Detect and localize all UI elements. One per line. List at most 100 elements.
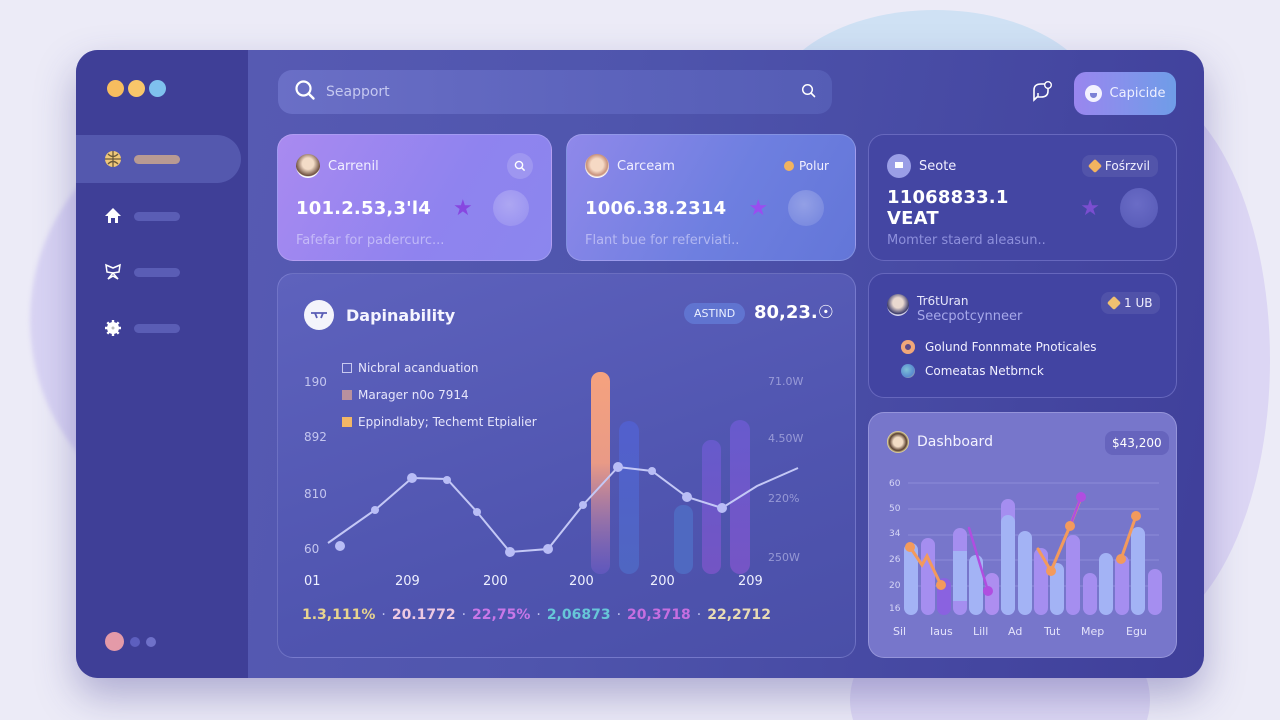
y-axis-label: 26: [889, 555, 901, 565]
summary-value: 22,2712: [707, 607, 772, 623]
page-dot[interactable]: [130, 636, 140, 647]
y-axis-label: 60: [889, 479, 901, 489]
sidebar-item-settings[interactable]: [76, 304, 241, 352]
summary-value: 1.3,111%: [302, 607, 376, 623]
stat-value: 1006.38.2314: [585, 197, 727, 219]
y-axis-right-label: 220%: [768, 492, 800, 505]
legend-swatch: [342, 362, 352, 373]
app-window: Seapport Capicide Carrenil 101.2.53,3'l4…: [76, 50, 1204, 678]
separator: ·: [461, 607, 467, 623]
sidebar-item-globe[interactable]: [76, 135, 241, 183]
badge-label: Polur: [798, 159, 829, 173]
star-icon[interactable]: ★: [453, 195, 473, 221]
line-bar-chart: [327, 372, 799, 574]
legend-item[interactable]: Nicbral acanduation: [342, 354, 537, 381]
y-axis-label: 892: [304, 430, 327, 444]
separator: ·: [536, 607, 541, 623]
search-icon[interactable]: [507, 153, 533, 179]
sidebar-item-butterfly[interactable]: [76, 248, 241, 296]
x-axis-label: Ad: [1008, 625, 1023, 638]
notification-icon[interactable]: [1030, 80, 1054, 104]
separator: ·: [616, 607, 622, 623]
chart-summary: 1.3,111% · 20.1772 · 22,75% · 2,06873 · …: [302, 607, 771, 623]
x-axis-label: 01: [304, 574, 321, 589]
search-input[interactable]: Seapport: [326, 84, 390, 100]
x-axis-label: 209: [395, 574, 420, 589]
stat-value: 11068833.1 VEAT: [887, 187, 1009, 229]
badge-label: 1 UB: [1124, 296, 1153, 310]
y-axis-label: 190: [304, 375, 327, 389]
legend-item[interactable]: Eppindlaby; Techemt Etpialier: [342, 408, 537, 435]
contact-role: Seecpotcynneer: [917, 309, 1023, 324]
globe-icon: [104, 150, 122, 168]
amount-badge: $43,200: [1105, 431, 1169, 455]
page-dot[interactable]: [146, 636, 156, 647]
search-icon: [294, 79, 316, 105]
contact-item[interactable]: Comeatas Netbrnck: [901, 364, 1044, 378]
chart-legend: Nicbral acanduation Marager n0o 7914 Epp…: [342, 354, 537, 435]
chart-tag-button[interactable]: ASTIND: [684, 303, 746, 324]
contact-card[interactable]: Tr6tUran Seecpotcynneer 1 UB Golund Fonn…: [868, 273, 1177, 398]
x-axis-label: Egu: [1126, 625, 1147, 638]
y-axis-label: 16: [889, 604, 901, 614]
legend-item[interactable]: Marager n0o 7914: [342, 381, 537, 408]
main-chart-card: Dapinability ASTIND 80,23.☉ Nicbral acan…: [277, 273, 856, 658]
stat-card-name: Seote: [919, 158, 957, 174]
contact-item[interactable]: Golund Fonnmate Pnoticales: [901, 340, 1097, 354]
chart-total: 80,23.☉: [754, 302, 834, 323]
stat-card-carrenil[interactable]: Carrenil 101.2.53,3'l4 ★ Fafefar for pad…: [277, 134, 552, 261]
y-axis-label: 50: [889, 504, 901, 514]
star-icon[interactable]: ★: [1080, 195, 1100, 221]
status-badge: Polur: [776, 155, 837, 177]
mini-bar-chart: [904, 482, 1162, 615]
window-dot-3[interactable]: [149, 80, 166, 97]
x-axis-label: Iaus: [930, 625, 953, 638]
capicide-button[interactable]: Capicide: [1074, 72, 1176, 115]
summary-value: 2,06873: [546, 607, 611, 623]
stat-subtitle: Momter staerd aleasun..: [887, 233, 1046, 248]
window-dot-2[interactable]: [128, 80, 145, 97]
badge-label: Fośrzvil: [1104, 159, 1150, 173]
stat-card-carceam[interactable]: Carceam Polur 1006.38.2314 ★ Flant bue f…: [566, 134, 856, 261]
separator: ·: [381, 607, 386, 623]
window-controls: [107, 80, 166, 97]
stat-value: 101.2.53,3'l4: [296, 197, 431, 219]
search-bar[interactable]: Seapport: [278, 70, 832, 114]
y-axis-right-label: 71.0W: [768, 375, 804, 388]
stat-card-name: Carceam: [617, 158, 675, 174]
contact-name: Tr6tUran: [917, 294, 969, 308]
y-axis-label: 810: [304, 487, 327, 501]
summary-value: 22,75%: [472, 607, 531, 623]
x-axis-label: 200: [650, 574, 675, 589]
dashboard-mini-chart-card: Dashboard $43,200 60 50 34 26 20 16: [868, 412, 1177, 658]
search-submit-icon[interactable]: [801, 83, 816, 102]
diamond-icon: [1087, 158, 1102, 174]
user-status-dot[interactable]: [105, 632, 124, 651]
avatar: [585, 154, 609, 178]
y-axis-right-label: 4.50W: [768, 432, 804, 445]
dot-icon: [783, 161, 794, 171]
legend-label: Eppindlaby; Techemt Etpialier: [358, 414, 537, 429]
x-axis-label: Lill: [973, 625, 989, 638]
chart-bar: [591, 372, 610, 574]
chart-bar: [674, 505, 693, 574]
butterfly-icon: [104, 263, 122, 281]
window-dot-1[interactable]: [107, 80, 124, 97]
chart-title: Dapinability: [346, 305, 456, 325]
home-icon: [104, 207, 122, 225]
x-axis-label: 200: [483, 574, 508, 589]
contact-item-label: Comeatas Netbrnck: [925, 364, 1044, 378]
flag-icon: [887, 154, 911, 178]
y-axis-right-label: 250W: [768, 551, 800, 564]
legend-label: Marager n0o 7914: [358, 387, 469, 402]
sidebar: [76, 50, 248, 678]
diamond-icon: [1106, 295, 1122, 311]
stat-card-seote[interactable]: Seote Fośrzvil 11068833.1 VEAT ★ Momter …: [868, 134, 1177, 261]
capicide-button-label: Capicide: [1109, 86, 1166, 101]
globe-icon: [901, 364, 915, 378]
avatar: [887, 431, 909, 453]
star-icon[interactable]: ★: [748, 195, 769, 221]
sidebar-item-home[interactable]: [76, 192, 241, 240]
sidebar-item-label: [134, 323, 180, 333]
legend-swatch: [342, 416, 352, 427]
